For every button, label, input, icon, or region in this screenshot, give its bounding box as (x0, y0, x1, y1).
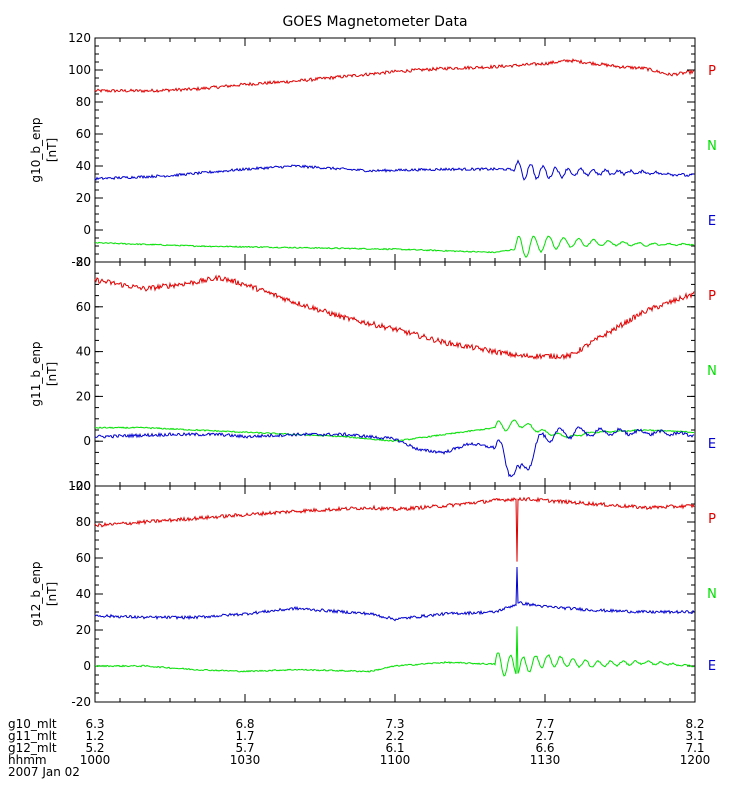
y-tick-label: 100 (68, 479, 91, 493)
y-axis-units: [nT] (45, 582, 59, 606)
x-row-value: 5.7 (235, 741, 254, 755)
y-axis-label: g11_b_enp (29, 341, 43, 406)
component-label-P: P (708, 64, 716, 79)
y-axis-label: g10_b_enp (29, 117, 43, 182)
component-label-N: N (707, 587, 717, 602)
y-tick-label: 40 (76, 587, 91, 601)
y-tick-label: 0 (83, 659, 91, 673)
y-tick-label: 60 (76, 551, 91, 565)
x-row-label: g12_mlt (8, 741, 57, 755)
x-row-value: 5.2 (85, 741, 104, 755)
panel-frame (94, 261, 696, 487)
series-line-E (94, 159, 695, 181)
series-line-N (94, 235, 695, 258)
y-tick-label: 20 (76, 623, 91, 637)
component-label-N: N (707, 139, 717, 154)
component-label-E: E (708, 437, 716, 452)
component-label-E: E (708, 214, 716, 229)
y-tick-label: 60 (76, 127, 91, 141)
x-row-value: 1.2 (85, 729, 104, 743)
x-row-value: 1130 (530, 753, 561, 767)
x-row-value: 2.2 (385, 729, 404, 743)
x-row-value: 7.1 (685, 741, 704, 755)
y-axis-units: [nT] (45, 138, 59, 162)
y-tick-label: 80 (76, 515, 91, 529)
x-row-label: hhmm (8, 753, 47, 767)
x-row-value: 1030 (230, 753, 261, 767)
x-row-value: 1100 (380, 753, 411, 767)
y-tick-label: 0 (83, 223, 91, 237)
x-row-value: 1200 (680, 753, 711, 767)
series-line-P (94, 496, 695, 562)
x-row-value: 6.3 (85, 717, 104, 731)
panel-frame (94, 485, 696, 703)
x-row-value: 1.7 (235, 729, 254, 743)
y-tick-label: 120 (68, 31, 91, 45)
y-tick-label: 100 (68, 63, 91, 77)
component-label-E: E (708, 659, 716, 674)
y-tick-label: 20 (76, 191, 91, 205)
date-label: 2007 Jan 02 (8, 765, 80, 779)
panel-g12: -20 0 20 40 60 80 100 g12_b_enp [nT] P N E (29, 479, 717, 709)
x-row-label: g11_mlt (8, 729, 57, 743)
series-line-P (94, 58, 695, 94)
y-tick-label: 0 (83, 434, 91, 448)
series-line-P (94, 274, 695, 361)
panel-g11: -20 0 20 40 60 80 g11_b_enp [nT] P N E (29, 255, 717, 493)
y-tick-label: 80 (76, 255, 91, 269)
x-row-value: 7.7 (535, 717, 554, 731)
y-tick-label: 40 (76, 159, 91, 173)
y-tick-label: -20 (71, 255, 91, 269)
x-axis-table: g10_mlt 6.3 6.8 7.3 7.7 8.2 g11_mlt 1.2 1.7 2.2 2.… (8, 717, 710, 779)
series-line-E (94, 426, 695, 478)
x-row-value: 6.1 (385, 741, 404, 755)
y-tick-label: 60 (76, 300, 91, 314)
x-row-value: 6.6 (535, 741, 554, 755)
component-label-P: P (708, 512, 716, 527)
y-tick-label: 80 (76, 95, 91, 109)
series-line-E (94, 566, 695, 622)
panel-frame (94, 37, 696, 263)
y-tick-label: -20 (71, 479, 91, 493)
y-tick-label: 20 (76, 389, 91, 403)
series-line-N (94, 419, 695, 443)
component-label-P: P (708, 289, 716, 304)
y-axis-units: [nT] (45, 362, 59, 386)
x-row-value: 6.8 (235, 717, 254, 731)
series-line-N (94, 626, 695, 677)
x-row-value: 8.2 (685, 717, 704, 731)
panel-g10: -20 0 20 40 60 80 100 120 g10_b_enp [nT] P N E (29, 31, 717, 269)
y-axis-label: g12_b_enp (29, 561, 43, 626)
x-row-value: 2.7 (535, 729, 554, 743)
x-row-value: 3.1 (685, 729, 704, 743)
chart-title: GOES Magnetometer Data (282, 14, 468, 30)
component-label-N: N (707, 364, 717, 379)
x-row-value: 7.3 (385, 717, 404, 731)
y-tick-label: 40 (76, 345, 91, 359)
x-row-value: 1000 (80, 753, 111, 767)
x-row-label: g10_mlt (8, 717, 57, 731)
y-tick-label: -20 (71, 695, 91, 709)
